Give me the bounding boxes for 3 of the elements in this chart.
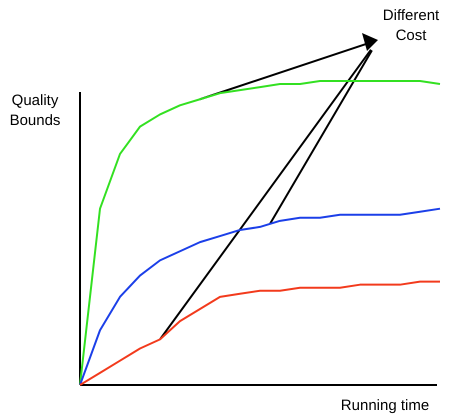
text: Different Cost [382, 7, 440, 44]
y-axis-title: Quality Bounds [10, 92, 60, 129]
x-axis-title: Running time [340, 397, 430, 414]
